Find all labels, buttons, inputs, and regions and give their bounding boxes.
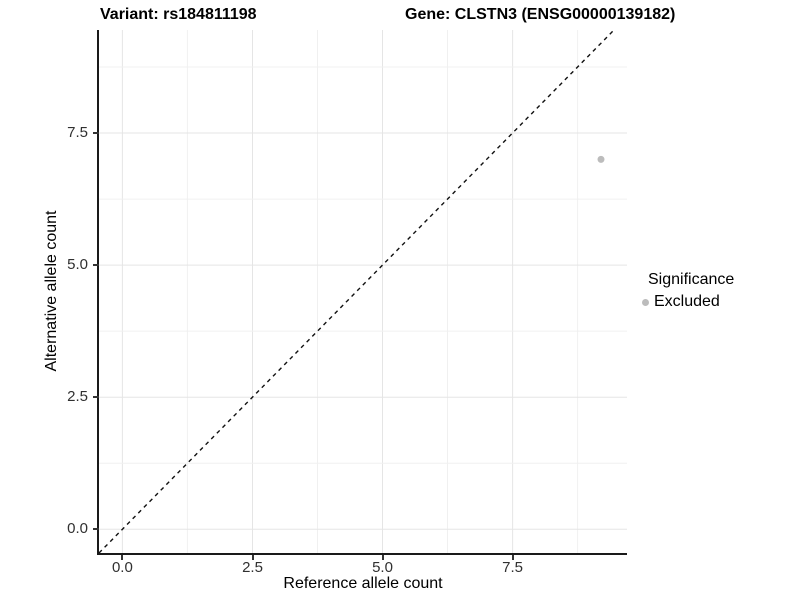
legend: Significance Excluded — [642, 270, 734, 312]
y-tick-label: 7.5 — [67, 124, 88, 141]
legend-title: Significance — [648, 271, 735, 288]
legend-point-swatch — [642, 298, 649, 306]
x-tick-label: 0.0 — [111, 559, 133, 576]
x-tick — [381, 555, 384, 560]
legend-item-excluded: Excluded — [642, 292, 734, 312]
y-tick-label: 5.0 — [67, 256, 88, 274]
y-tick — [93, 396, 99, 399]
x-tick-label: 5.0 — [372, 559, 393, 576]
legend-item-label: Excluded — [654, 293, 720, 310]
plot-title-gene: Gene: CLSTN3 (ENSG00000139182) — [405, 6, 676, 23]
y-tick — [93, 528, 99, 531]
x-tick-label: 2.5 — [242, 559, 263, 576]
x-tick — [511, 555, 514, 560]
x-tick — [121, 555, 124, 560]
x-axis: 0.0 2.5 5.0 7.5 — [99, 553, 659, 593]
y-axis-title: Alternative allele count — [43, 210, 60, 372]
scatter-plot — [99, 30, 627, 553]
x-tick — [251, 555, 254, 560]
y-tick — [93, 132, 99, 134]
plot-title-variant: Variant: rs184811198 — [100, 6, 257, 23]
y-axis: 0.0 2.5 5.0 7.5 — [0, 30, 99, 553]
y-tick-label: 2.5 — [67, 388, 88, 406]
x-tick-label: 7.5 — [502, 559, 524, 576]
x-axis-title: Reference allele count — [283, 575, 443, 592]
plot-panel — [97, 30, 627, 555]
y-tick-label: 0.0 — [67, 520, 88, 538]
y-tick — [93, 264, 99, 267]
